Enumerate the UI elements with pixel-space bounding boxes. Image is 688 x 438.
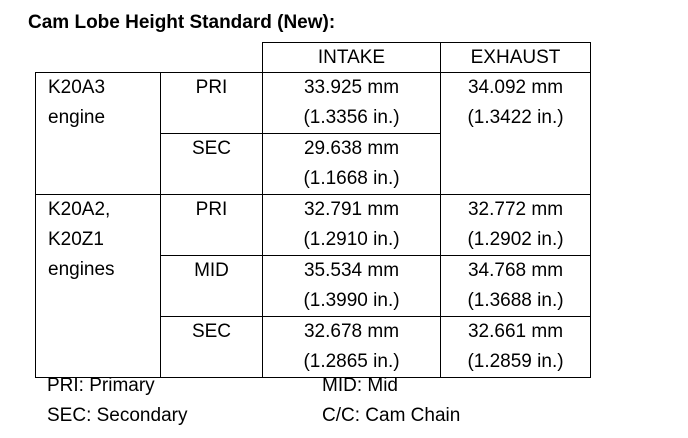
text: (1.3422 in.) [467,107,564,128]
title: Cam Lobe Height Standard (New): [28,12,336,33]
intake-cell: 29.638 mm (1.1668 in.) [262,133,441,195]
exhaust-cell: 32.772 mm (1.2902 in.) [440,194,591,256]
text: (1.1668 in.) [303,168,400,189]
text: 34.768 mm [467,260,564,281]
intake-cell: 35.534 mm (1.3990 in.) [262,255,441,317]
text: (1.3356 in.) [303,107,400,128]
text: 32.791 mm [303,199,400,220]
type-cell: PRI [160,72,263,134]
spec-table: INTAKE EXHAUST K20A3 engine PRI 33.925 mm… [35,42,591,378]
text: (1.2865 in.) [303,351,400,372]
text: (1.3990 in.) [303,290,400,311]
legend-item: SEC: Secondary [47,405,188,426]
legend-item: PRI: Primary [47,375,155,396]
intake-cell: 32.791 mm (1.2910 in.) [262,194,441,256]
text: (1.2902 in.) [467,229,564,250]
legend-item: MID: Mid [322,375,398,396]
column-header: INTAKE [262,42,441,73]
header-row: INTAKE EXHAUST [36,42,591,73]
text: 32.678 mm [303,321,400,342]
text: K20A3 [48,77,106,98]
text: engines [48,259,115,280]
text: 33.925 mm [303,77,400,98]
legend-item: C/C: Cam Chain [322,405,461,426]
text: engine [48,107,106,128]
exhaust-cell: 34.768 mm (1.3688 in.) [440,255,591,317]
text: (1.3688 in.) [467,290,564,311]
exhaust-cell: 32.661 mm (1.2859 in.) [440,316,591,378]
text: 34.092 mm [467,77,564,98]
intake-cell: 32.678 mm (1.2865 in.) [262,316,441,378]
intake-cell: 33.925 mm (1.3356 in.) [262,72,441,134]
text: (1.2859 in.) [467,351,564,372]
text: K20Z1 [48,229,104,250]
text: 29.638 mm [303,138,400,159]
text: (1.2910 in.) [303,229,400,250]
text: 35.534 mm [303,260,400,281]
text: 32.772 mm [467,199,564,220]
exhaust-cell: 34.092 mm (1.3422 in.) [440,72,591,195]
engine-cell: K20A3 engine [35,72,161,195]
type-cell: SEC [160,133,263,195]
type-cell: PRI [160,194,263,256]
text: K20A2, [48,199,111,220]
type-cell: MID [160,255,263,317]
column-header: EXHAUST [440,42,591,73]
text: 32.661 mm [467,321,564,342]
engine-cell: K20A2, K20Z1 engines [35,194,161,378]
type-cell: SEC [160,316,263,378]
